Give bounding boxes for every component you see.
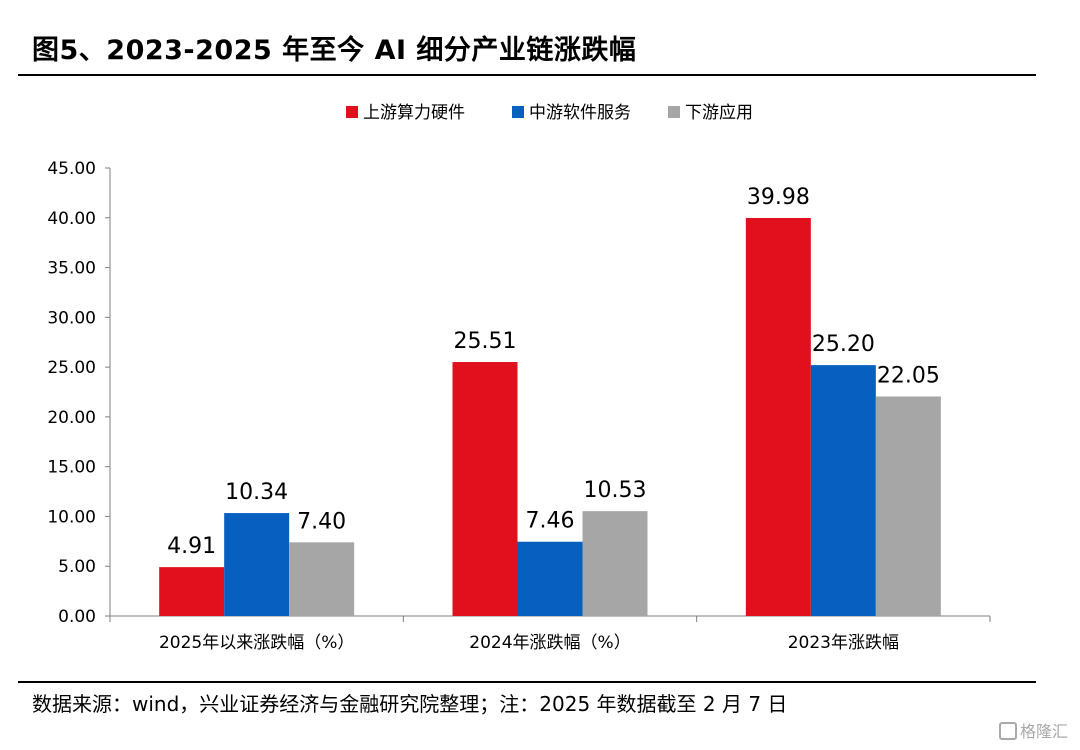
legend-label: 上游算力硬件 <box>363 103 465 123</box>
bar-1-2 <box>452 362 518 616</box>
source-note: 数据来源：wind，兴业证券经济与金融研究院整理；注：2025 年数据截至 2 … <box>32 692 788 716</box>
bar-1-3 <box>745 217 811 617</box>
data-label: 25.51 <box>454 329 517 354</box>
watermark: 格隆汇 <box>998 718 1068 742</box>
y-tick-label: 10.00 <box>47 507 96 527</box>
data-label: 7.46 <box>526 509 575 534</box>
bar-1-1 <box>159 567 225 616</box>
bar-3-3 <box>875 396 941 616</box>
y-tick-label: 45.00 <box>47 159 96 179</box>
data-label: 4.91 <box>167 534 216 559</box>
y-tick-label: 0.00 <box>58 607 96 627</box>
y-tick-label: 15.00 <box>47 458 96 478</box>
data-label: 10.53 <box>584 478 647 503</box>
x-category-label: 2024年涨跌幅（%） <box>469 633 630 653</box>
bar-3-2 <box>582 511 648 616</box>
legend-swatch <box>512 106 524 118</box>
legend-label: 中游软件服务 <box>529 103 631 123</box>
data-label: 22.05 <box>877 363 940 388</box>
legend-swatch <box>346 106 358 118</box>
chart-title: 图5、2023-2025 年至今 AI 细分产业链涨跌幅 <box>32 35 637 66</box>
legend-swatch <box>668 106 680 118</box>
data-label: 39.98 <box>747 185 810 210</box>
bar-2-3 <box>810 365 876 616</box>
bar-chart: 0.00 5.00 10.00 15.00 20.00 25.00 30.00 35.00 40… <box>47 103 991 653</box>
title-rule <box>18 74 1036 76</box>
y-tick-label: 40.00 <box>47 209 96 229</box>
data-label: 7.40 <box>297 509 346 534</box>
data-label: 25.20 <box>812 332 875 357</box>
bar-2-2 <box>517 541 583 616</box>
y-tick-label: 25.00 <box>47 358 96 378</box>
y-tick-label: 5.00 <box>58 557 96 577</box>
bar-2-1 <box>224 513 290 616</box>
bar-3-1 <box>289 542 355 616</box>
legend-label: 下游应用 <box>685 103 753 123</box>
watermark-logo-icon <box>998 722 1017 740</box>
watermark-text: 格隆汇 <box>1019 722 1068 741</box>
y-tick-label: 30.00 <box>47 308 96 328</box>
y-tick-label: 20.00 <box>47 408 96 428</box>
x-category-label: 2023年涨跌幅 <box>788 633 899 653</box>
x-category-label: 2025年以来涨跌幅（%） <box>159 633 354 653</box>
y-tick-label: 35.00 <box>47 259 96 279</box>
footer-rule <box>18 681 1036 683</box>
data-label: 10.34 <box>225 480 288 505</box>
